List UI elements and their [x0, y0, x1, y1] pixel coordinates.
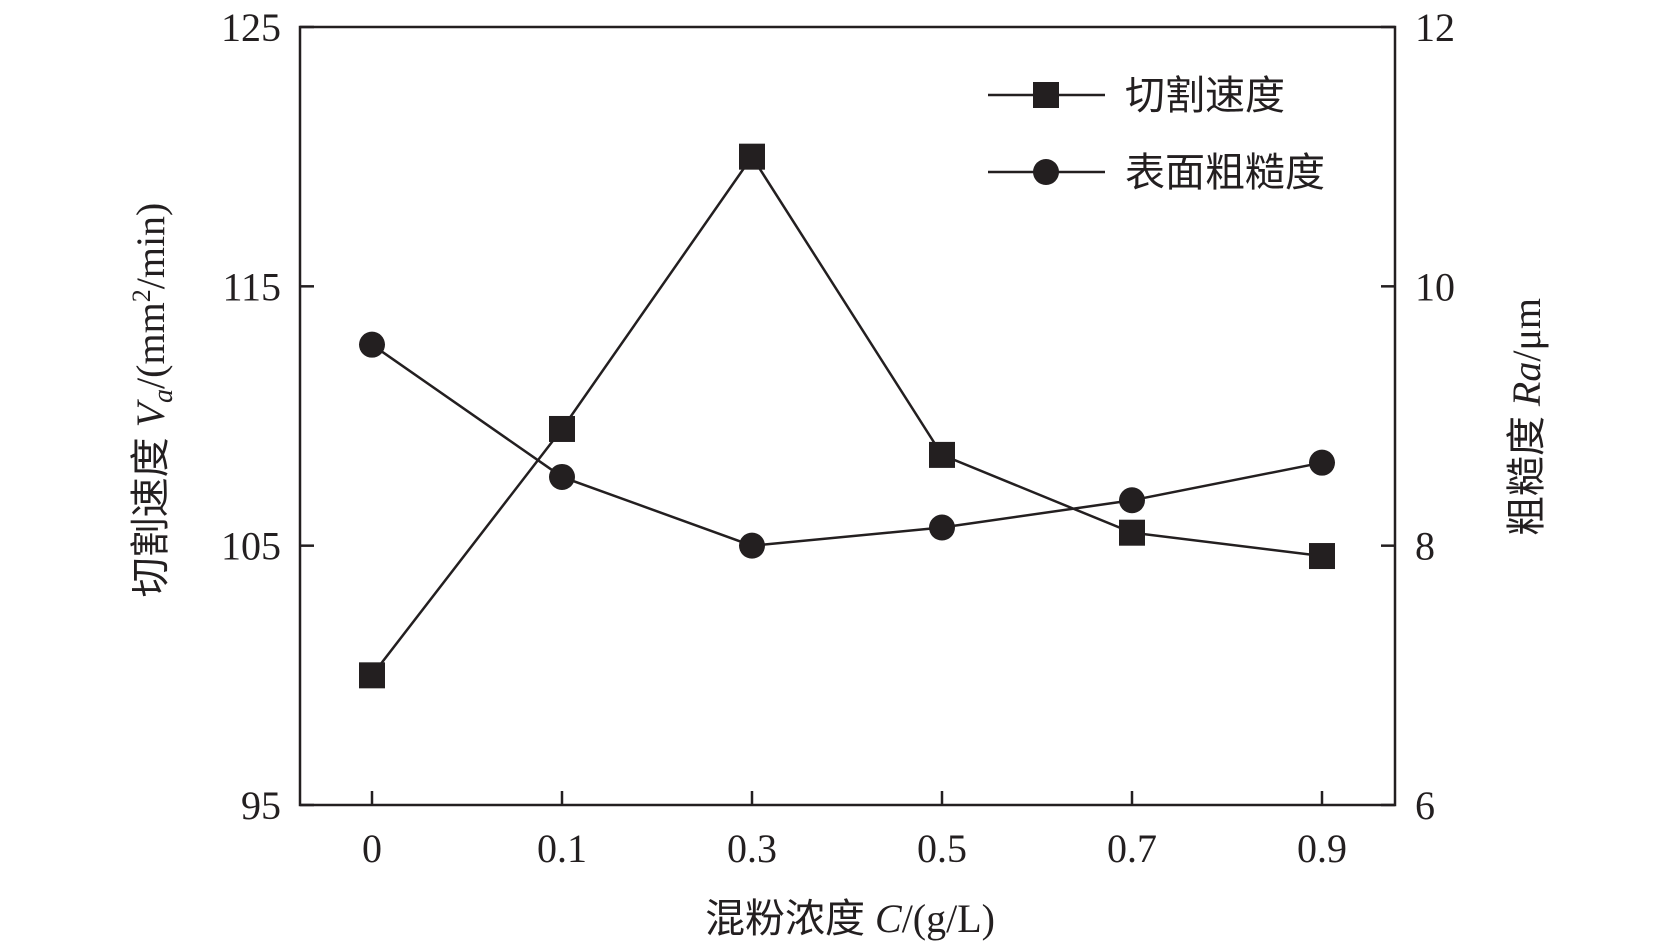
right-y-tick-label: 12 [1415, 5, 1455, 50]
plot-frame [298, 25, 1397, 807]
x-axis-label: 混粉浓度 C/(g/L) [705, 896, 995, 941]
x-tick-label: 0.5 [917, 826, 967, 871]
x-axis-ticks: 0 0.1 0.3 0.5 0.7 0.9 [362, 791, 1347, 871]
left-y-axis-label: 切割速度 Va/(mm2/min) [127, 203, 179, 598]
cutting-speed-point [929, 441, 955, 468]
x-tick-label: 0.7 [1107, 826, 1157, 871]
left-y-tick-label: 115 [222, 264, 281, 309]
legend-label-cutting-speed: 切割速度 [1125, 73, 1285, 119]
x-tick-label: 0.1 [537, 826, 587, 871]
cutting-speed-point [359, 662, 385, 689]
surface-roughness-point [739, 532, 765, 559]
cutting-speed-point [549, 415, 575, 442]
series-group [359, 143, 1335, 689]
surface-roughness-point [1119, 487, 1145, 514]
surface-roughness-point [1309, 449, 1335, 476]
left-y-tick-label: 105 [221, 524, 281, 569]
right-y-tick-label: 10 [1415, 264, 1455, 309]
cutting-speed-point [1119, 519, 1145, 546]
right-y-tick-label: 8 [1415, 524, 1435, 569]
cutting-speed-point [739, 143, 765, 170]
x-tick-label: 0.9 [1297, 826, 1347, 871]
right-y-axis-label: 粗糙度 Ra/μm [1504, 298, 1549, 536]
surface-roughness-point [549, 463, 575, 490]
surface-roughness-line [371, 343, 1323, 547]
surface-roughness-point [929, 514, 955, 541]
legend-marker-cutting-speed [1033, 82, 1059, 108]
left-y-tick-label: 125 [221, 5, 281, 50]
left-y-tick-label: 95 [241, 783, 281, 828]
legend-marker-surface-roughness [1033, 159, 1059, 185]
x-tick-label: 0.3 [727, 826, 777, 871]
cutting-speed-point [1309, 543, 1335, 570]
left-y-axis-ticks: 95 105 115 125 [221, 5, 314, 828]
cutting-speed-line [371, 154, 1323, 677]
legend-label-surface-roughness: 表面粗糙度 [1125, 150, 1325, 196]
x-tick-label: 0 [362, 826, 382, 871]
surface-roughness-point [359, 331, 385, 358]
right-y-tick-label: 6 [1415, 783, 1435, 828]
right-y-axis-ticks: 6 8 10 12 [1381, 5, 1455, 828]
